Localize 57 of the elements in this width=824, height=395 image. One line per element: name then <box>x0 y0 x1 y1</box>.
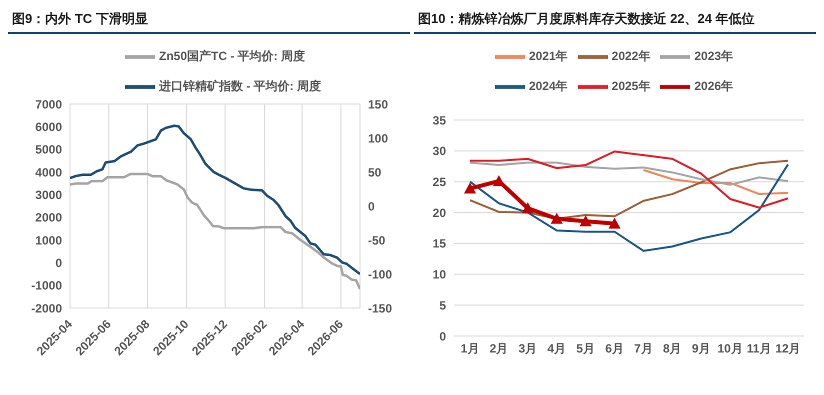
point <box>608 218 621 229</box>
y2-tick-label: -50 <box>368 233 386 248</box>
point <box>550 212 563 224</box>
legend-label: 2025年 <box>612 79 650 94</box>
chart-title: 图10：精炼锌冶炼厂月度原料库存天数接近 22、24 年低位 <box>414 8 816 34</box>
line-series <box>469 162 789 186</box>
y2-tick-label: 100 <box>368 131 388 146</box>
x-tick-label: 8月 <box>663 342 682 356</box>
line-series <box>70 172 360 290</box>
line-series <box>642 168 789 196</box>
y-tick-label: 3000 <box>35 188 62 202</box>
y-tick-label: 2000 <box>35 210 62 225</box>
y-tick-label: 25 <box>432 174 446 189</box>
legend-label: 2024年 <box>528 79 568 94</box>
x-tick-label: 5月 <box>576 342 595 356</box>
x-tick-label: 9月 <box>692 342 711 356</box>
point <box>464 182 476 194</box>
x-tick-label: 6月 <box>605 342 624 356</box>
line-series <box>469 150 789 209</box>
y-tick-label: 10 <box>432 268 446 282</box>
y-tick-label: 6000 <box>35 120 62 134</box>
y2-tick-label: -100 <box>368 267 392 282</box>
y-tick-label: 15 <box>432 236 446 251</box>
x-tick-label: 11月 <box>746 342 772 356</box>
x-tick-label: 12月 <box>775 342 801 356</box>
y-tick-label: 5000 <box>35 142 62 157</box>
x-tick-label: 4月 <box>547 342 566 356</box>
y-tick-label: 7000 <box>35 97 62 112</box>
x-tick-label: 10月 <box>718 342 743 356</box>
y2-tick-label: -150 <box>368 301 392 316</box>
x-tick-label: 1月 <box>460 342 480 356</box>
legend-label: 2022年 <box>612 49 650 64</box>
y2-tick-label: 50 <box>368 165 382 180</box>
y-tick-label: 20 <box>432 206 446 220</box>
legend-label: 2021年 <box>528 49 568 64</box>
x-tick-label: 3月 <box>518 342 538 356</box>
legend-label: 进口锌精矿指数 - 平均价: 周度 <box>159 79 321 94</box>
y-tick-label: 0 <box>439 329 446 344</box>
y-tick-label: 5 <box>439 298 446 312</box>
chart-title: 图9：内外 TC 下滑明显 <box>8 8 410 34</box>
y-tick-label: 0 <box>55 256 62 270</box>
point <box>580 215 592 226</box>
y-tick-label: -1000 <box>31 278 62 293</box>
y-tick-label: 35 <box>432 113 446 128</box>
y-tick-label: -2000 <box>31 301 62 316</box>
line-series <box>70 124 360 276</box>
legend-label: 2023年 <box>694 49 734 64</box>
x-tick-label: 7月 <box>634 342 653 356</box>
legend-label: 2026年 <box>694 79 734 94</box>
legend-label: Zn50国产TC - 平均价: 周度 <box>159 49 305 64</box>
y2-tick-label: 150 <box>368 97 388 112</box>
y-tick-label: 30 <box>432 144 446 158</box>
y-tick-label: 4000 <box>35 165 62 180</box>
y-tick-label: 1000 <box>35 233 62 248</box>
y2-tick-label: 0 <box>368 199 375 214</box>
x-tick-label: 2月 <box>490 342 508 356</box>
point <box>522 202 534 214</box>
